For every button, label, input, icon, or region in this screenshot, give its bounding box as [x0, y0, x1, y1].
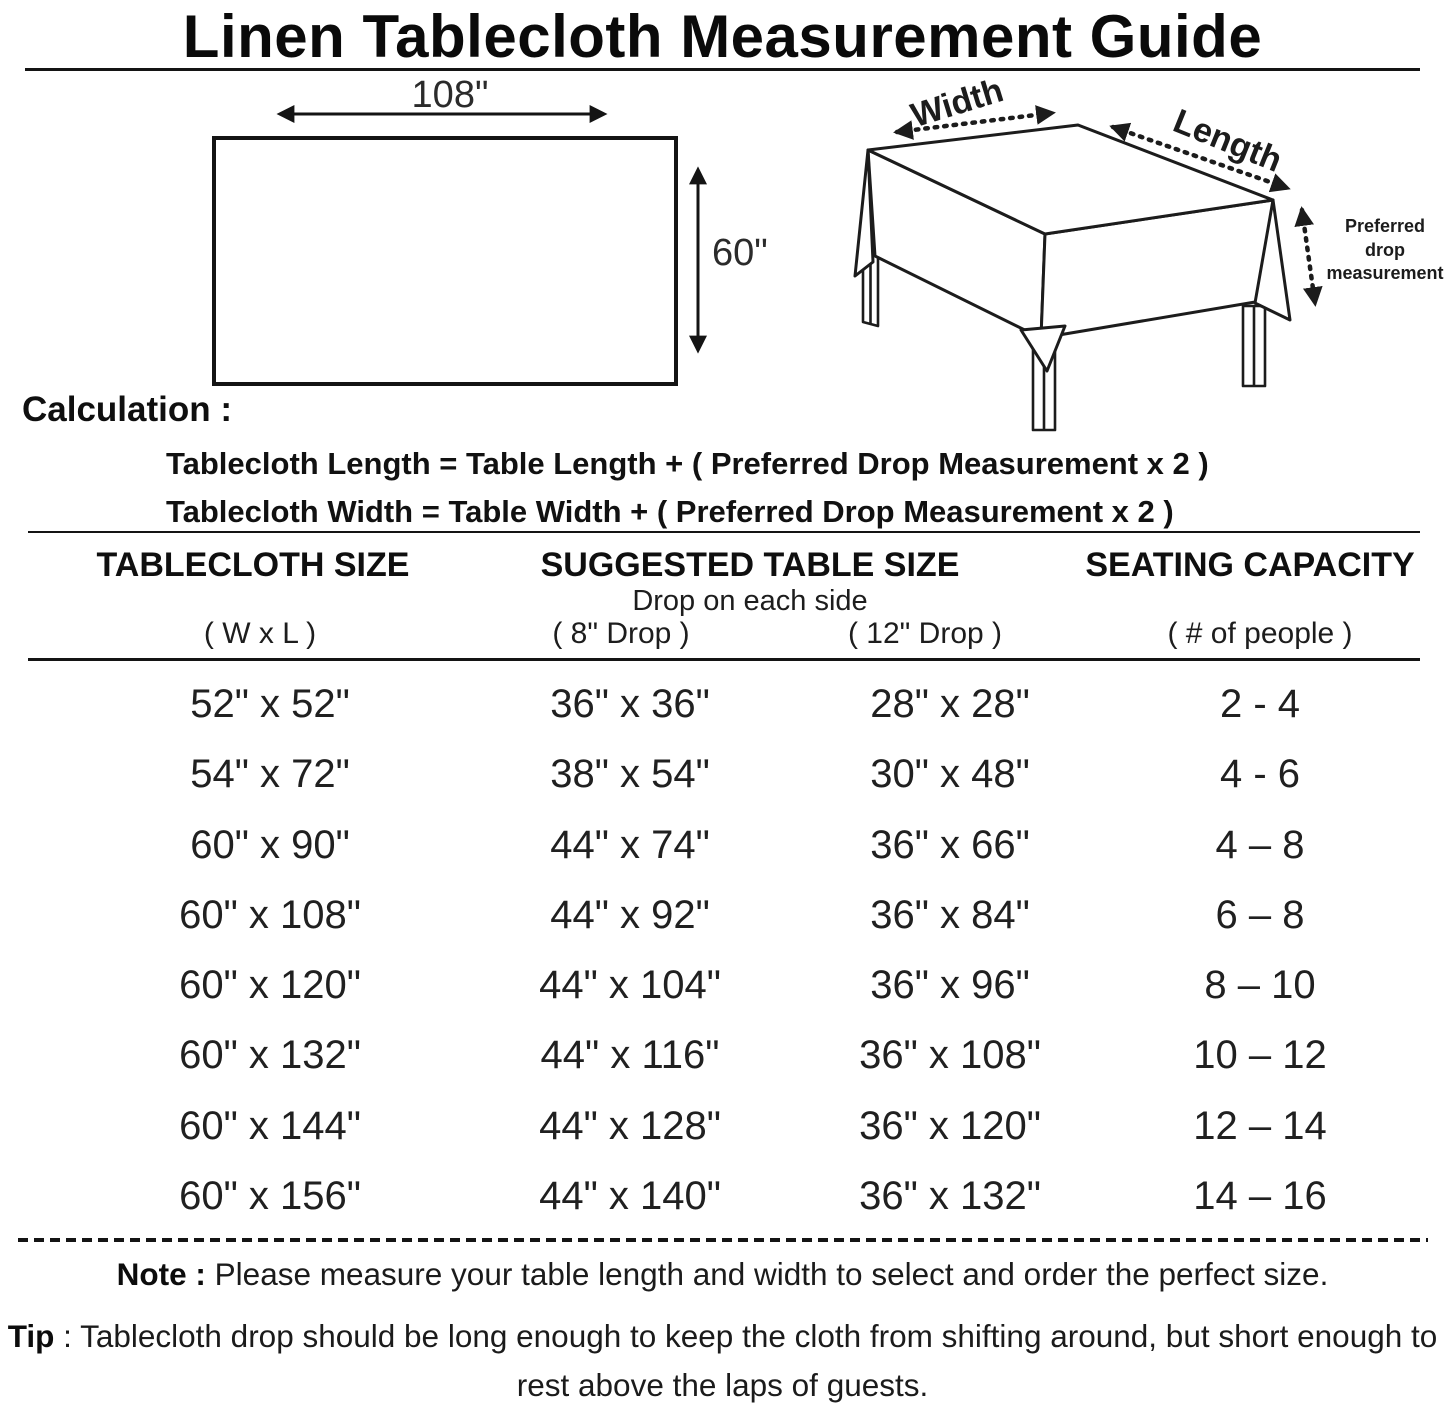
table-cell: 44" x 128"	[539, 1103, 721, 1148]
table-row: 60" x 108" 44" x 92" 36" x 84" 6 – 8	[0, 880, 1445, 950]
table-cell: 60" x 120"	[179, 963, 361, 1008]
column-header-seating-capacity: SEATING CAPACITY	[1085, 546, 1415, 584]
table-cell: 60" x 108"	[179, 892, 361, 937]
table-cell: 36" x 108"	[859, 1033, 1041, 1078]
page-title: Linen Tablecloth Measurement Guide	[182, 3, 1263, 70]
note-label: Note :	[116, 1256, 206, 1292]
table-cell: 36" x 36"	[550, 682, 710, 726]
table-header-divider	[28, 658, 1420, 661]
tip-text: : Tablecloth drop should be long enough …	[63, 1318, 1438, 1403]
subheader-12-drop: ( 12" Drop )	[847, 617, 1003, 650]
drop-label-line3: measurement	[1326, 263, 1443, 283]
tablecloth-illustration: Width Length Preferred drop measurement	[853, 76, 1444, 432]
table-cell: 38" x 54"	[550, 752, 710, 797]
length-arrow-icon	[1109, 122, 1291, 193]
table-cell: 4 – 8	[1215, 822, 1305, 867]
table-row: 60" x 132" 44" x 116" 36" x 108" 10 – 12	[0, 1020, 1445, 1090]
table-cell: 44" x 74"	[550, 822, 710, 867]
formula-width: Tablecloth Width = Table Width + ( Prefe…	[166, 494, 1174, 529]
table-row: 60" x 120" 44" x 104" 36" x 96" 8 – 10	[0, 950, 1445, 1020]
size-table-rows: 52" x 52" 36" x 36" 28" x 28" 2 - 4 54" x 72…	[0, 669, 1445, 1231]
table-cell: 12 – 14	[1193, 1103, 1327, 1148]
table-cell: 6 – 8	[1215, 892, 1305, 937]
table-row: 60" x 156" 44" x 140" 36" x 132" 14 – 16	[0, 1161, 1445, 1231]
calculation-heading: Calculation :	[22, 390, 233, 429]
table-cell: 60" x 90"	[190, 822, 350, 867]
table-cell: 44" x 140"	[539, 1174, 721, 1219]
table-cell: 4 - 6	[1219, 752, 1301, 797]
table-cell: 36" x 66"	[870, 822, 1030, 867]
table-cell: 14 – 16	[1193, 1174, 1327, 1219]
subheader-people: ( # of people )	[1167, 617, 1353, 650]
column-header-suggested-table-size: SUGGESTED TABLE SIZE	[540, 546, 960, 584]
column-header-tablecloth-size: TABLECLOTH SIZE	[96, 546, 410, 584]
table-row: 60" x 90" 44" x 74" 36" x 66" 4 – 8	[0, 810, 1445, 880]
table-cell: 8 – 10	[1204, 963, 1316, 1008]
drop-label-line1: Preferred	[1345, 216, 1425, 236]
table-cell: 60" x 132"	[179, 1033, 361, 1078]
table-cell: 30" x 48"	[870, 752, 1030, 797]
table-cell: 10 – 12	[1193, 1033, 1327, 1078]
table-cell: 2 - 4	[1219, 682, 1301, 726]
table-cell: 36" x 132"	[859, 1174, 1041, 1219]
table-cell: 36" x 84"	[870, 892, 1030, 937]
rectangle-shape	[212, 136, 678, 386]
table-cell: 44" x 116"	[540, 1033, 720, 1078]
drop-arrow-icon	[1294, 206, 1323, 307]
table-top-divider	[28, 531, 1420, 533]
drop-on-each-side-note: Drop on each side	[632, 585, 868, 617]
table-row: 52" x 52" 36" x 36" 28" x 28" 2 - 4	[0, 669, 1445, 739]
table-cell: 28" x 28"	[870, 682, 1030, 726]
tip-line: Tip : Tablecloth drop should be long eno…	[6, 1312, 1439, 1410]
note-text: Please measure your table length and wid…	[214, 1256, 1329, 1292]
drop-label-line2: drop	[1365, 240, 1405, 260]
tablecloth-drape	[853, 123, 1292, 373]
table-cell: 52" x 52"	[190, 682, 350, 726]
table-cell: 36" x 96"	[870, 963, 1030, 1008]
note-line: Note : Please measure your table length …	[0, 1256, 1445, 1293]
table-cell: 44" x 104"	[539, 963, 721, 1008]
table-row: 60" x 144" 44" x 128" 36" x 120" 12 – 14	[0, 1091, 1445, 1161]
table-cell: 60" x 144"	[179, 1103, 361, 1148]
horizontal-arrow-icon	[276, 105, 608, 123]
dashed-divider	[18, 1238, 1428, 1242]
subheader-w-x-l: ( W x L )	[203, 617, 317, 650]
table-cell: 44" x 92"	[550, 892, 710, 937]
table-cell: 36" x 120"	[859, 1103, 1041, 1148]
title-divider	[25, 68, 1420, 71]
vertical-arrow-icon	[689, 166, 707, 354]
table-cell: 60" x 156"	[179, 1174, 361, 1219]
formula-length: Tablecloth Length = Table Length + ( Pre…	[166, 446, 1209, 481]
width-arrow-icon	[893, 105, 1056, 140]
tip-label: Tip	[7, 1318, 55, 1354]
subheader-8-drop: ( 8" Drop )	[552, 617, 690, 650]
table-cell: 54" x 72"	[190, 752, 350, 797]
table-row: 54" x 72" 38" x 54" 30" x 48" 4 - 6	[0, 739, 1445, 809]
rect-height-dimension: 60"	[712, 232, 768, 274]
